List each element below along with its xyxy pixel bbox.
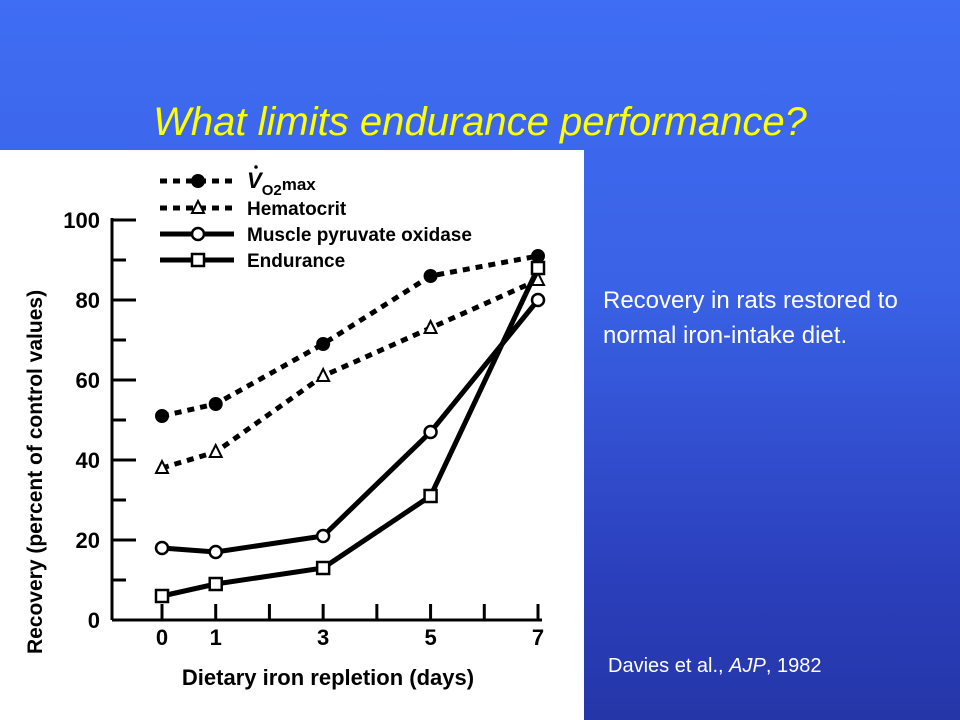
series-3 — [154, 292, 546, 560]
data-point — [154, 540, 170, 556]
series-1 — [155, 249, 545, 423]
y-tick-label: 100 — [63, 208, 100, 233]
data-point — [315, 366, 331, 382]
series-4 — [154, 260, 546, 604]
series-line — [161, 277, 540, 471]
citation-year: , 1982 — [765, 655, 822, 677]
y-tick-label: 0 — [88, 608, 100, 633]
citation: Davies et al., AJP, 1982 — [608, 655, 821, 678]
x-tick-label: 1 — [210, 625, 222, 650]
data-point — [423, 488, 438, 504]
axes: 0 20 40 60 80 100 0 1 3 5 7 — [63, 208, 544, 650]
data-point — [315, 528, 331, 544]
series-line — [161, 253, 539, 419]
data-point — [208, 442, 224, 458]
y-axis-label: Recovery (percent of control values) — [24, 290, 47, 654]
legend-item: VO2max — [160, 165, 316, 199]
y-tick-label: 60 — [76, 368, 100, 393]
plot-area — [154, 249, 546, 604]
x-tick-label: 5 — [424, 625, 436, 650]
data-point — [530, 260, 546, 276]
x-axis-label: Dietary iron repletion (days) — [182, 665, 474, 690]
data-point — [190, 198, 206, 214]
legend-item: Muscle pyruvate oxidase — [160, 225, 472, 246]
y-tick-label: 20 — [76, 528, 100, 553]
citation-journal: AJP — [729, 655, 766, 677]
data-point — [208, 576, 223, 592]
data-point — [422, 318, 439, 334]
legend-item: Hematocrit — [160, 198, 347, 220]
data-point — [190, 252, 206, 268]
data-point — [190, 226, 206, 242]
data-point — [530, 292, 546, 308]
data-point — [154, 588, 170, 604]
x-tick-label: 3 — [317, 625, 329, 650]
data-point — [208, 544, 223, 560]
legend-label: VO2max — [247, 168, 316, 199]
legend-item: Endurance — [160, 251, 345, 272]
body-text: Recovery in rats restored to normal iron… — [603, 287, 898, 349]
data-point — [315, 560, 331, 576]
x-tick-label: 0 — [156, 625, 168, 650]
y-tick-label: 80 — [76, 288, 100, 313]
data-point — [423, 269, 438, 283]
y-tick-label: 40 — [76, 448, 100, 473]
data-point — [191, 174, 205, 188]
data-point — [208, 397, 223, 411]
data-point — [531, 249, 545, 263]
v-dot — [254, 165, 258, 169]
legend-label: Hematocrit — [247, 199, 347, 220]
data-point — [423, 424, 438, 440]
series-line — [161, 298, 540, 555]
series-2 — [154, 270, 546, 474]
citation-authors: Davies et al., — [608, 655, 730, 677]
figure-panel: VO2max Hematocrit Muscle pyruvate oxidase E… — [0, 150, 584, 720]
slide-title: What limits endurance performance? — [153, 100, 807, 144]
data-point — [316, 337, 331, 351]
legend-label: Endurance — [247, 251, 345, 272]
x-tick-label: 7 — [532, 625, 544, 650]
data-point — [155, 409, 169, 423]
data-point — [154, 458, 170, 474]
legend-label: Muscle pyruvate oxidase — [247, 225, 472, 246]
